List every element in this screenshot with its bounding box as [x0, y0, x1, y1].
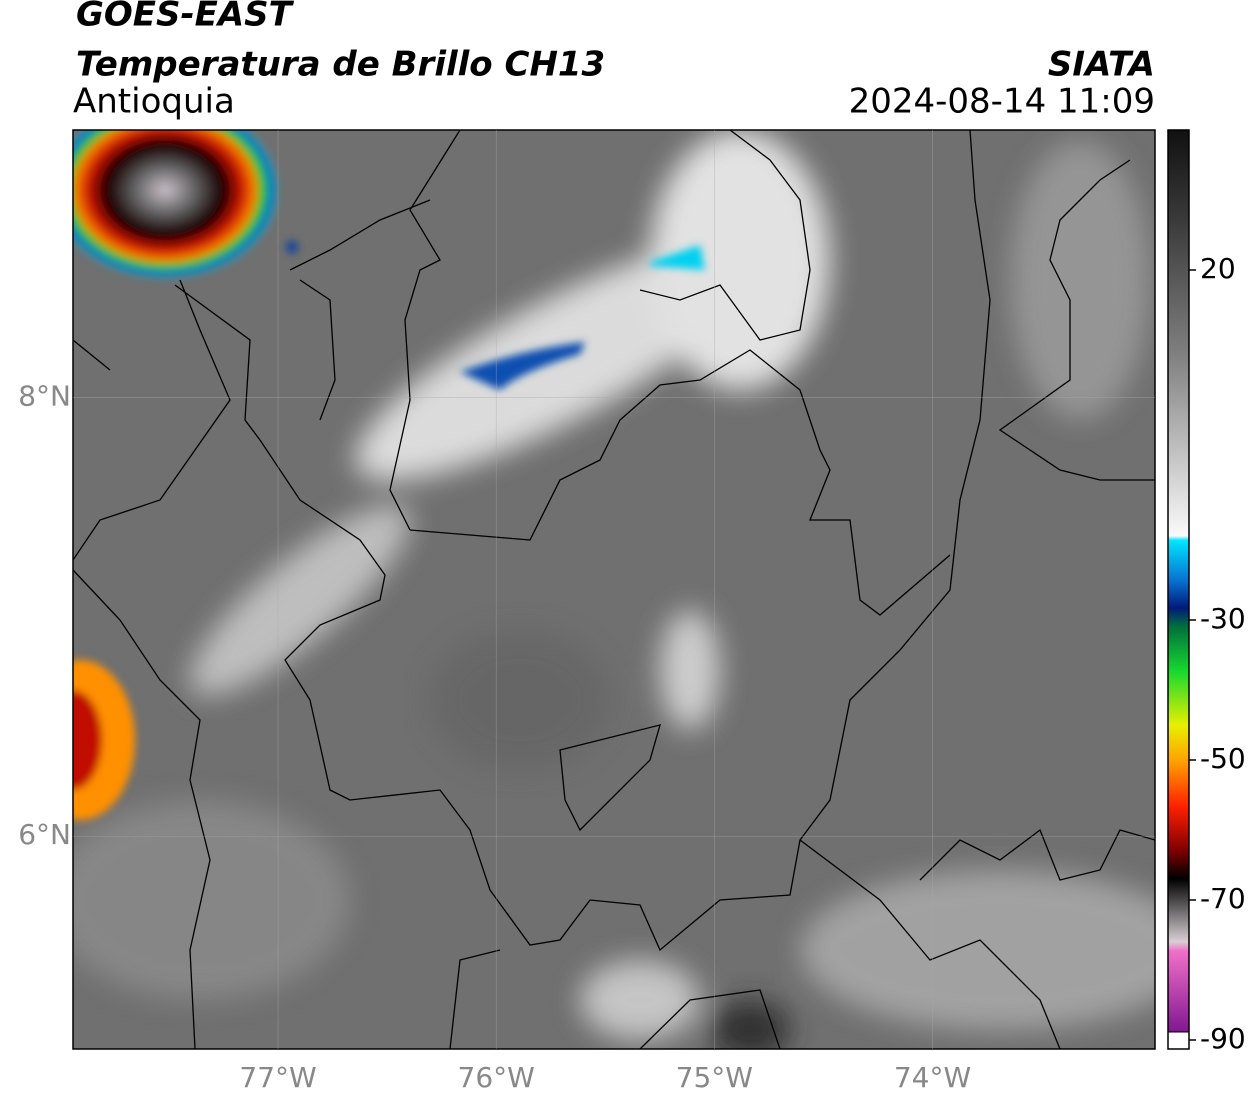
colorbar-tick-label: -50 [1200, 742, 1246, 775]
satellite-image [73, 130, 1155, 1049]
colorbar-under [1167, 1031, 1190, 1050]
x-tick-label: 74°W [894, 1061, 971, 1094]
x-tick-label: 76°W [458, 1061, 535, 1094]
x-tick-label: 75°W [676, 1061, 753, 1094]
colorbar [1168, 130, 1189, 1032]
x-tick-label: 77°W [239, 1061, 316, 1094]
datetime: 2024-08-14 11:09 [849, 82, 1155, 122]
y-tick-label: 8°N [18, 380, 71, 413]
title: GOES-EAST [76, 0, 295, 35]
colorbar-frame [1167, 129, 1190, 1050]
colorbar-tick-label: -90 [1200, 1022, 1246, 1055]
subtitle: Temperatura de Brillo CH13 [76, 45, 605, 85]
colorbar-tick-label: -70 [1200, 882, 1246, 915]
y-tick-label: 6°N [18, 818, 71, 851]
colorbar-tick-label: -30 [1200, 602, 1246, 635]
map-frame [72, 129, 1156, 1050]
source: SIATA [1048, 45, 1155, 85]
borders [73, 130, 1155, 1049]
colorbar-tick-label: 20 [1200, 252, 1236, 285]
region: Antioquia [73, 82, 235, 122]
